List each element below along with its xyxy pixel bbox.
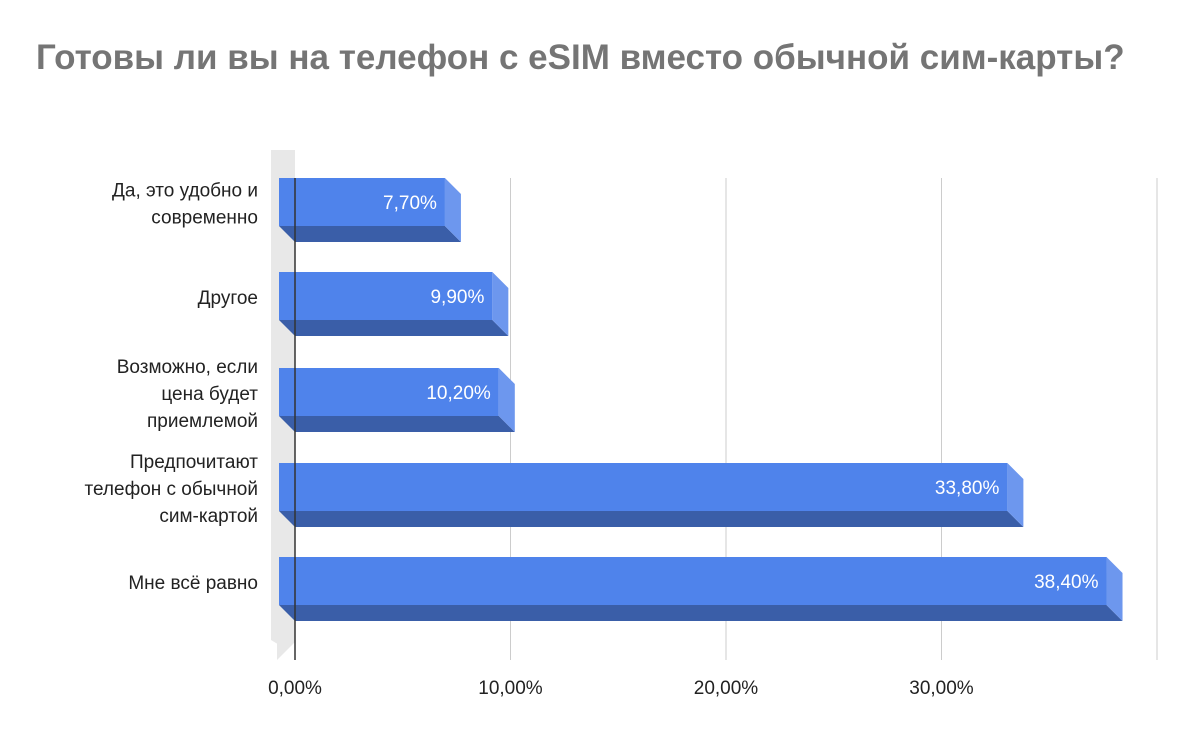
bar-front bbox=[279, 272, 493, 320]
data-label: 7,70% bbox=[383, 193, 437, 214]
bar-front bbox=[279, 463, 1008, 511]
data-label: 9,90% bbox=[430, 287, 484, 308]
bar-side-face bbox=[444, 178, 461, 242]
data-label: 33,80% bbox=[935, 478, 1000, 499]
category-label: Да, это удобно и современно bbox=[112, 181, 258, 229]
bar-side-face bbox=[498, 368, 515, 432]
x-tick-label: 20,00% bbox=[694, 678, 759, 699]
bar-front bbox=[279, 178, 445, 226]
bar-bottom-face bbox=[279, 416, 515, 432]
bar-bottom-face bbox=[279, 605, 1123, 621]
category-label: Предпочитают телефон с обычной сим-картой bbox=[84, 452, 258, 527]
x-tick-label: 0,00% bbox=[268, 678, 322, 699]
data-label: 38,40% bbox=[1034, 572, 1099, 593]
bar-front bbox=[279, 368, 499, 416]
chart-title: Готовы ли вы на телефон с eSIM вместо об… bbox=[36, 38, 1125, 77]
category-label: Другое bbox=[198, 288, 258, 309]
category-label: Возможно, если цена будет приемлемой bbox=[117, 357, 259, 432]
chart-wall-side bbox=[271, 150, 281, 646]
category-label: Мне всё равно bbox=[128, 573, 258, 594]
bar-front bbox=[279, 557, 1107, 605]
bar-side-face bbox=[492, 272, 509, 336]
x-tick-label: 30,00% bbox=[909, 678, 974, 699]
bar-bottom-face bbox=[279, 511, 1024, 527]
bar-side-face bbox=[1106, 557, 1123, 621]
data-label: 10,20% bbox=[426, 383, 491, 404]
bar-side-face bbox=[1007, 463, 1024, 527]
x-tick-label: 10,00% bbox=[478, 678, 543, 699]
bar-bottom-face bbox=[279, 320, 509, 336]
bar-bottom-face bbox=[279, 226, 461, 242]
